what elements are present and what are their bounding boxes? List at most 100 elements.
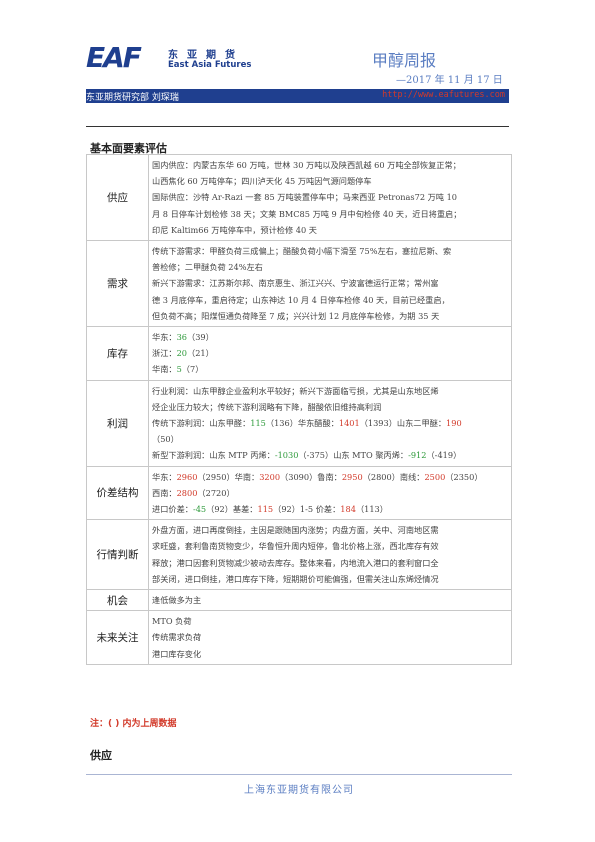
data-value: 2950	[341, 471, 363, 482]
data-value: 3200	[259, 471, 281, 482]
data-value: 115	[250, 418, 266, 429]
table-row: 未来关注 MTO 负荷 传统需求负荷 港口库存变化	[86, 610, 512, 665]
text-segment: 但负荷不高；阳煤恒通负荷降至 7 成；兴兴计划 12 月底停车检修，为期 35 …	[152, 310, 440, 321]
data-value: 36	[176, 332, 187, 343]
text-segment: 德 3 月底停车，重启待定；山东神达 10 月 4 日停车检修 40 天，目前已…	[152, 294, 450, 305]
row-content: 外盘方面，进口再度倒挂，主因是跟随国内涨势；内盘方面，关中、河南地区需 求旺盛，套…	[148, 519, 512, 591]
text-segment: 西南：	[152, 487, 177, 498]
table-row: 行情判断 外盘方面，进口再度倒挂，主因是跟随国内涨势；内盘方面，关中、河南地区需求…	[86, 519, 512, 591]
data-value: 2960	[176, 471, 198, 482]
row-label: 价差结构	[86, 465, 149, 521]
content-line: 释放；港口因套利货物减少被动去库存。整体来看，内地流入港口的套利窗口全	[152, 555, 508, 571]
text-segment: 新型下游利润：山东 MTP 丙烯：	[152, 450, 275, 461]
table-row: 供应 国内供应：内蒙古东华 60 万吨，世林 30 万吨以及陕西凯越 60 万吨全…	[86, 153, 512, 242]
report-date: —2017 年 11 月 17 日	[396, 75, 503, 86]
row-content: 传统下游需求：甲醛负荷三成偏上；醋酸负荷小幅下滑至 75%左右，塞拉尼斯、索普检…	[148, 240, 512, 328]
logo-mark: EAF	[86, 41, 142, 74]
text-segment: （113）	[355, 504, 388, 515]
text-segment: （2720）	[197, 487, 235, 498]
data-value: 2500	[424, 471, 446, 482]
text-segment: 普检修；二甲醚负荷 24%左右	[152, 262, 263, 273]
data-value: 20	[176, 348, 187, 359]
text-segment: 印尼 Kaltim66 万吨停车中，预计检修 40 天	[152, 224, 317, 235]
data-value: 2800	[176, 487, 198, 498]
text-segment: （136）华东醋酸：	[265, 418, 339, 429]
row-label: 供应	[86, 153, 149, 242]
data-value: -1030	[274, 450, 299, 461]
text-segment: 释放；港口因套利货物减少被动去库存。整体来看，内地流入港口的套利窗口全	[152, 557, 439, 568]
text-segment: （1393）山东二甲醚：	[359, 418, 447, 429]
logo-english-name: East Asia Futures	[168, 60, 252, 70]
report-title: 甲醇周报	[372, 51, 437, 70]
content-line: 印尼 Kaltim66 万吨停车中，预计检修 40 天	[152, 222, 508, 238]
row-label: 行情判断	[86, 519, 149, 591]
content-line: 浙江：20（21）	[152, 345, 508, 361]
content-line: （50）	[152, 431, 508, 447]
data-value: -912	[408, 450, 427, 461]
content-line: 传统下游需求：甲醛负荷三成偏上；醋酸负荷小幅下滑至 75%左右，塞拉尼斯、索	[152, 243, 508, 259]
content-line: 但负荷不高；阳煤恒通负荷降至 7 成；兴兴计划 12 月底停车检修，为期 35 …	[152, 308, 508, 324]
table-row: 库存 华东：36（39） 浙江：20（21） 华南：5（7）	[86, 326, 512, 381]
text-segment: 浙江：	[152, 348, 177, 359]
content-line: MTO 负荷	[152, 613, 508, 629]
data-value: 1401	[338, 418, 360, 429]
row-content: MTO 负荷 传统需求负荷 港口库存变化	[148, 610, 512, 665]
row-content: 国内供应：内蒙古东华 60 万吨，世林 30 万吨以及陕西凯越 60 万吨全部恢…	[148, 153, 512, 242]
content-line: 新兴下游需求：江苏斯尔邦、南京惠生、浙江兴兴、宁波富德运行正常；常州富	[152, 275, 508, 291]
data-value: 115	[257, 504, 274, 515]
content-line: 西南：2800（2720）	[152, 485, 508, 501]
table-row: 利润 行业利润：山东甲醇企业盈利水平较好；新兴下游面临亏损，尤其是山东地区烯 烃企业…	[86, 379, 512, 467]
content-line: 求旺盛，套利鲁南货物变少，华鲁恒升周内短停，鲁北价格上涨，西北库存有效	[152, 538, 508, 554]
divider	[86, 126, 509, 127]
content-line: 逢低做多为主	[152, 592, 508, 608]
text-segment: 山西焦化 60 万吨停车；四川泸天化 45 万吨因气源问题停车	[152, 176, 372, 187]
content-line: 烃企业压力较大；传统下游利润略有下降，醋酸依旧维持高利润	[152, 399, 508, 415]
website-link[interactable]: http://www.eafutures.com	[382, 90, 505, 100]
text-segment: 华东：	[152, 332, 177, 343]
logo-chinese-name: 东亚期货	[168, 50, 244, 61]
content-line: 华南：5（7）	[152, 361, 508, 377]
row-label: 需求	[86, 240, 149, 328]
content-line: 国际供应：沙特 Ar-Razi 一套 85 万吨装置停车中；马来西亚 Petro…	[152, 189, 508, 205]
content-line: 普检修；二甲醚负荷 24%左右	[152, 259, 508, 275]
table-row: 需求 传统下游需求：甲醛负荷三成偏上；醋酸负荷小幅下滑至 75%左右，塞拉尼斯、索…	[86, 240, 512, 328]
text-segment: 华南：	[152, 364, 177, 375]
row-content: 华东：36（39） 浙江：20（21） 华南：5（7）	[148, 326, 512, 381]
text-segment: 外盘方面，进口再度倒挂，主因是跟随国内涨势；内盘方面，关中、河南地区需	[152, 525, 439, 536]
content-line: 月 8 日停车计划检修 38 天；文莱 BMC85 万吨 9 月中旬检修 40 …	[152, 206, 508, 222]
row-content: 行业利润：山东甲醇企业盈利水平较好；新兴下游面临亏损，尤其是山东地区烯 烃企业压力…	[148, 379, 512, 467]
next-section-title: 供应	[90, 749, 112, 762]
row-label: 机会	[86, 589, 149, 612]
content-line: 德 3 月底停车，重启待定；山东神达 10 月 4 日停车检修 40 天，目前已…	[152, 292, 508, 308]
content-line: 进口价差：-45（92）基差：115（92）1-5 价差：184（113）	[152, 501, 508, 517]
content-line: 传统下游利润：山东甲醛：115（136）华东醋酸：1401（1393）山东二甲醚…	[152, 415, 508, 431]
content-line: 外盘方面，进口再度倒挂，主因是跟随国内涨势；内盘方面，关中、河南地区需	[152, 522, 508, 538]
data-value: 184	[340, 504, 356, 515]
table-row: 机会 逢低做多为主	[86, 589, 512, 612]
text-segment: 月 8 日停车计划检修 38 天；文莱 BMC85 万吨 9 月中旬检修 40 …	[152, 208, 462, 219]
page-footer: 上海东亚期货有限公司	[86, 774, 512, 796]
text-segment: 进口价差：	[152, 504, 193, 515]
section-title: 基本面要素评估	[90, 142, 167, 155]
content-line: 华东：36（39）	[152, 329, 508, 345]
text-segment: （2800）南线：	[362, 471, 425, 482]
text-segment: 求旺盛，套利鲁南货物变少，华鲁恒升周内短停，鲁北价格上涨，西北库存有效	[152, 541, 439, 552]
table-row: 价差结构 华东：2960（2950）华南：3200（3090）鲁南：2950（28…	[86, 465, 512, 521]
text-segment: 国际供应：沙特 Ar-Razi 一套 85 万吨装置停车中；马来西亚 Petro…	[152, 192, 458, 203]
row-label: 未来关注	[86, 610, 149, 665]
header-bar: 东亚期货研究部 刘琛瑞 http://www.eafutures.com	[86, 89, 509, 103]
department-author: 东亚期货研究部 刘琛瑞	[86, 93, 179, 103]
content-line: 山西焦化 60 万吨停车；四川泸天化 45 万吨因气源问题停车	[152, 173, 508, 189]
content-line: 传统需求负荷	[152, 629, 508, 645]
text-segment: （2350）	[445, 471, 483, 482]
text-segment: 传统下游利润：山东甲醛：	[152, 418, 251, 429]
content-line: 行业利润：山东甲醇企业盈利水平较好；新兴下游面临亏损，尤其是山东地区烯	[152, 383, 508, 399]
text-segment: 部关闭，进口倒挂，港口库存下降，短期期价可能偏强，但需关注山东烯烃情况	[152, 573, 439, 584]
content-line: 国内供应：内蒙古东华 60 万吨，世林 30 万吨以及陕西凯越 60 万吨全部恢…	[152, 157, 508, 173]
row-content: 华东：2960（2950）华南：3200（3090）鲁南：2950（2800）南…	[148, 465, 512, 521]
text-segment: 新兴下游需求：江苏斯尔邦、南京惠生、浙江兴兴、宁波富德运行正常；常州富	[152, 278, 439, 289]
row-label: 利润	[86, 379, 149, 467]
content-line: 华东：2960（2950）华南：3200（3090）鲁南：2950（2800）南…	[152, 469, 508, 485]
text-segment: （21）	[187, 348, 214, 359]
data-value: -45	[192, 504, 207, 515]
